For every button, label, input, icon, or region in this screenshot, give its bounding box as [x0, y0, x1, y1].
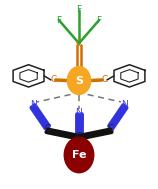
Text: N: N [76, 108, 82, 117]
Circle shape [64, 137, 94, 173]
Text: F: F [97, 15, 102, 25]
Text: N: N [121, 100, 128, 109]
Text: F: F [56, 15, 61, 25]
Text: S: S [75, 76, 83, 86]
Text: C: C [44, 124, 50, 133]
Circle shape [67, 67, 91, 94]
Text: C: C [76, 132, 82, 141]
Text: C: C [108, 124, 114, 133]
Text: N: N [30, 100, 37, 109]
Text: Fe: Fe [72, 150, 86, 160]
Text: C: C [50, 75, 57, 84]
Text: F: F [76, 5, 82, 14]
Text: C: C [101, 75, 108, 84]
Text: C: C [76, 39, 82, 48]
